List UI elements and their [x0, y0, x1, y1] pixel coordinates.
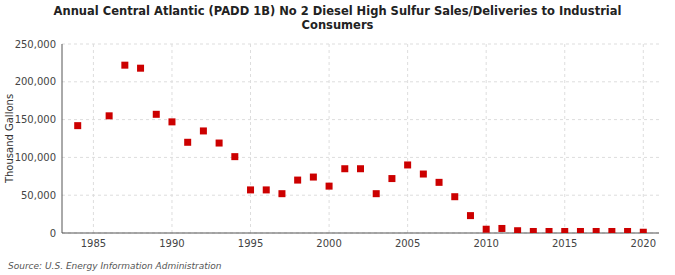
x-grid-line	[171, 44, 172, 233]
point	[200, 127, 207, 134]
source-note: Source: U.S. Energy Information Administ…	[8, 261, 222, 271]
title-line: Annual Central Atlantic (PADD 1B) No 2 D…	[54, 4, 622, 18]
point	[231, 153, 238, 160]
y-grid-line	[62, 81, 659, 82]
point	[514, 227, 521, 233]
x-grid-line	[250, 44, 251, 233]
x-tick-label: 2020	[631, 238, 656, 249]
point	[74, 122, 81, 129]
x-tick-label: 1990	[159, 238, 184, 249]
point	[624, 228, 631, 233]
point	[467, 212, 474, 219]
y-grid-line	[62, 157, 659, 158]
point	[326, 183, 333, 190]
y-tick-label: 250,000	[15, 39, 56, 50]
point	[577, 228, 584, 233]
axes: 0 50,000 100,000 150,000 200,000 250,000 1985 1…	[15, 39, 659, 250]
x-grid-line	[643, 44, 644, 233]
point	[278, 190, 285, 197]
x-grid-line	[564, 44, 565, 233]
x-tick-label: 2005	[395, 238, 420, 249]
x-axis-line	[62, 233, 659, 234]
y-tick-label: 50,000	[21, 190, 56, 201]
point	[483, 226, 490, 233]
y-tick-label: 200,000	[15, 76, 56, 87]
x-tick-label: 2000	[316, 238, 341, 249]
point	[420, 171, 427, 178]
point	[373, 190, 380, 197]
point	[498, 225, 505, 232]
y-grid-line	[62, 119, 659, 120]
point	[404, 161, 411, 168]
point	[593, 228, 600, 233]
point	[168, 118, 175, 125]
point	[216, 140, 223, 147]
points	[74, 62, 647, 233]
point	[184, 139, 191, 146]
point	[357, 165, 364, 172]
y-grid-line	[62, 233, 659, 234]
x-tick-label: 2010	[473, 238, 498, 249]
y-axis-line	[62, 44, 63, 233]
point	[530, 228, 537, 233]
point	[388, 175, 395, 182]
y-tick-label: 100,000	[15, 152, 56, 163]
grid	[62, 44, 659, 233]
x-grid-line	[486, 44, 487, 233]
title-line: Consumers	[302, 18, 374, 32]
x-grid-line	[93, 44, 94, 233]
point	[137, 65, 144, 72]
point	[640, 229, 647, 233]
point	[153, 111, 160, 118]
y-grid-line	[62, 195, 659, 196]
y-axis-label: Thousand Gallons	[4, 94, 15, 184]
y-grid-line	[62, 44, 659, 45]
point	[436, 179, 443, 186]
point	[561, 228, 568, 233]
point	[263, 186, 270, 193]
x-tick-label: 1985	[81, 238, 106, 249]
y-tick-label: 150,000	[15, 114, 56, 125]
x-grid-line	[329, 44, 330, 233]
y-tick-label: 0	[50, 228, 56, 239]
chart-container: Annual Central Atlantic (PADD 1B) No 2 D…	[0, 0, 675, 275]
x-tick-label: 1995	[238, 238, 263, 249]
title: Annual Central Atlantic (PADD 1B) No 2 D…	[54, 4, 622, 32]
point	[106, 112, 113, 119]
point	[121, 62, 128, 69]
point	[341, 165, 348, 172]
x-tick-label: 2015	[552, 238, 577, 249]
chart-svg: Annual Central Atlantic (PADD 1B) No 2 D…	[0, 0, 675, 275]
point	[247, 186, 254, 193]
x-grid-line	[407, 44, 408, 233]
point	[608, 228, 615, 233]
point	[294, 177, 301, 184]
point	[546, 228, 553, 233]
point	[310, 174, 317, 181]
point	[451, 193, 458, 200]
